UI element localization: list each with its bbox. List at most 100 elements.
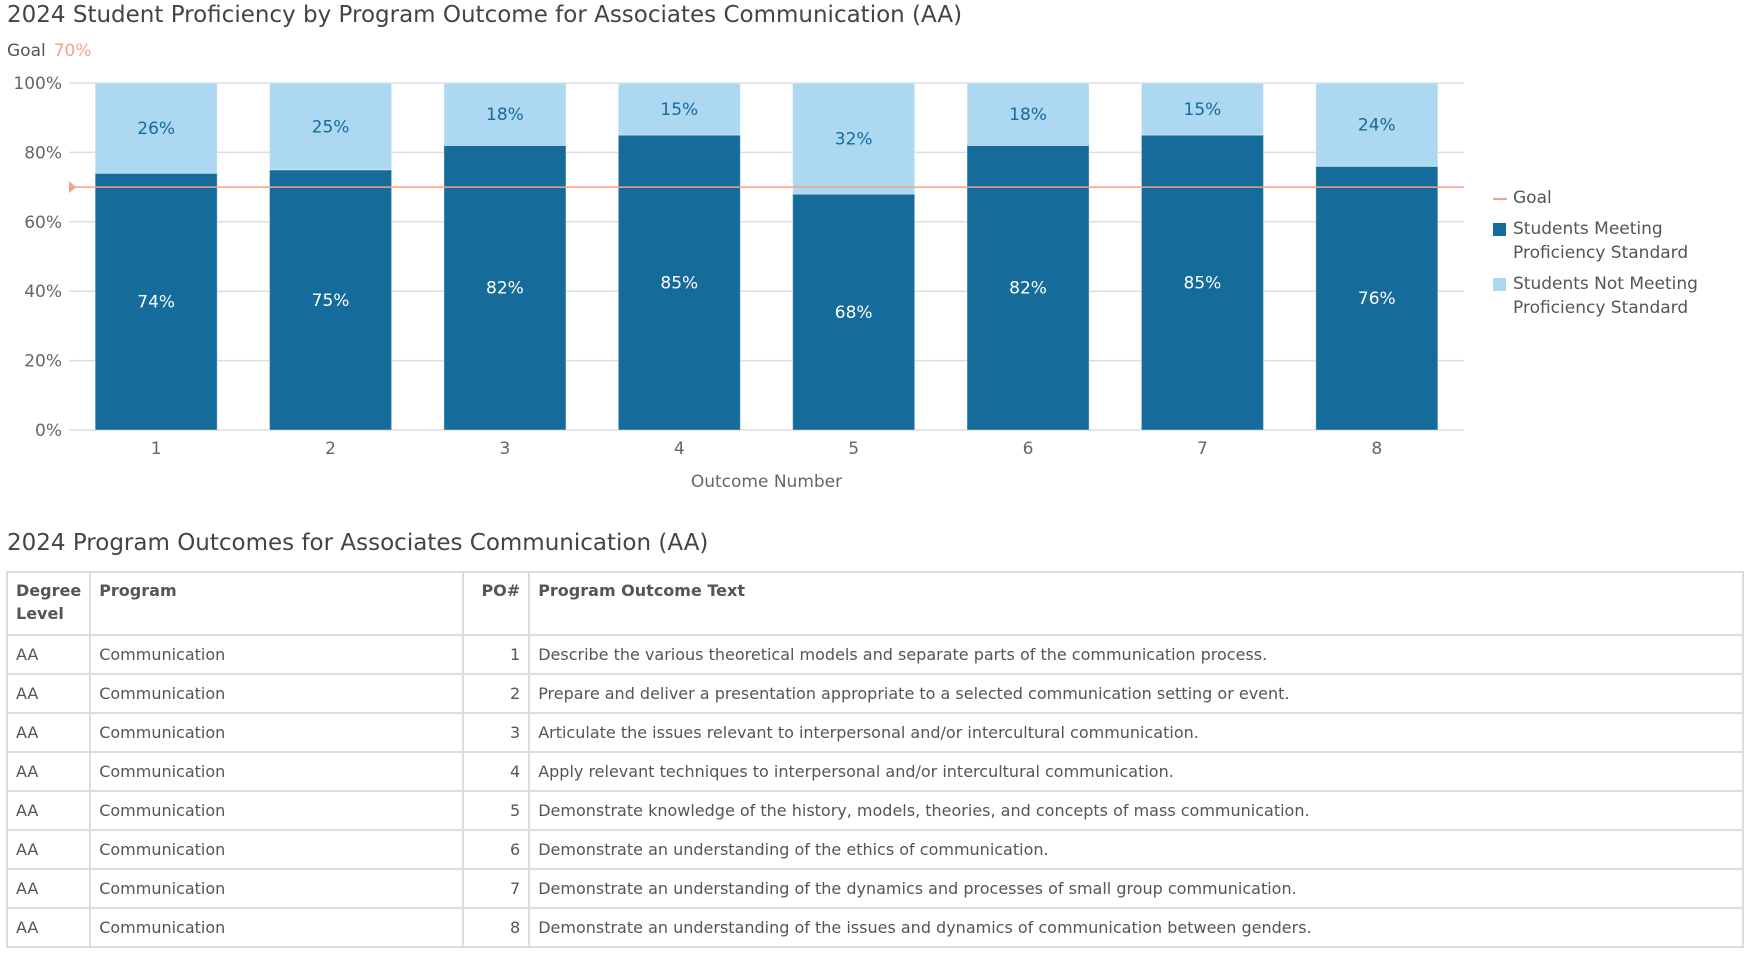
cell-po-number: 6 — [462, 829, 531, 870]
legend-item-not-meeting[interactable]: Students Not Meeting Proficiency Standar… — [1493, 272, 1723, 320]
header-degree-level: Degree Level — [5, 571, 92, 636]
bar-meeting — [443, 144, 567, 431]
cell-outcome-text: Demonstrate an understanding of the ethi… — [528, 829, 1744, 870]
data-label-meeting: 68% — [835, 303, 873, 323]
legend-item-meeting[interactable]: Students Meeting Proficiency Standard — [1493, 217, 1723, 265]
header-po-number: PO# — [462, 571, 531, 636]
data-label-meeting: 85% — [1184, 274, 1222, 294]
cell-program: Communication — [89, 673, 465, 714]
cell-program: Communication — [89, 712, 465, 753]
meeting-swatch — [1493, 223, 1506, 236]
bar-meeting — [269, 169, 393, 431]
cell-outcome-text: Demonstrate an understanding of the dyna… — [528, 868, 1744, 909]
x-tick-label: 2 — [325, 439, 336, 459]
cell-po-number: 2 — [462, 673, 531, 714]
x-tick-label: 6 — [1023, 439, 1034, 459]
data-label-meeting: 82% — [486, 279, 524, 299]
data-label-not-meeting: 15% — [660, 100, 698, 120]
goal-value: 70% — [53, 41, 92, 61]
bar-meeting — [792, 193, 916, 431]
legend-item-goal[interactable]: Goal — [1493, 186, 1723, 210]
x-tick-label: 4 — [674, 439, 685, 459]
x-axis-title: Outcome Number — [691, 472, 842, 492]
goal-line-swatch — [1493, 198, 1507, 200]
bar-meeting — [94, 172, 218, 431]
bar-meeting — [617, 134, 741, 431]
data-label-meeting: 82% — [1009, 279, 1047, 299]
bar-not-meeting — [966, 82, 1090, 146]
data-label-not-meeting: 24% — [1358, 116, 1396, 136]
data-label-meeting: 74% — [137, 293, 175, 313]
table-row: AA Communication 3 Articulate the issues re… — [5, 712, 1744, 753]
bar-not-meeting — [94, 82, 218, 174]
legend-label: Students Meeting Proficiency Standard — [1513, 219, 1689, 263]
cell-po-number: 4 — [462, 751, 531, 792]
cell-degree-level: AA — [5, 673, 92, 714]
cell-degree-level: AA — [5, 634, 92, 675]
table-row: AA Communication 7 Demonstrate an understan… — [5, 868, 1744, 909]
cell-degree-level: AA — [5, 712, 92, 753]
data-label-meeting: 75% — [312, 291, 350, 311]
data-label-not-meeting: 15% — [1184, 100, 1222, 120]
cell-po-number: 3 — [462, 712, 531, 753]
cell-po-number: 1 — [462, 634, 531, 675]
cell-program: Communication — [89, 751, 465, 792]
y-tick-label: 40% — [24, 282, 62, 302]
chart-title: 2024 Student Proficiency by Program Outc… — [7, 2, 963, 28]
cell-po-number: 7 — [462, 868, 531, 909]
x-tick-label: 8 — [1371, 439, 1382, 459]
cell-outcome-text: Prepare and deliver a presentation appro… — [528, 673, 1744, 714]
bar-meeting — [1315, 165, 1439, 431]
cell-outcome-text: Demonstrate knowledge of the history, mo… — [528, 790, 1744, 831]
table-header-row: Degree Level Program PO# Program Outcome… — [5, 571, 1744, 636]
cell-program: Communication — [89, 907, 465, 948]
table-row: AA Communication 1 Describe the various the… — [5, 634, 1744, 675]
x-tick-label: 7 — [1197, 439, 1208, 459]
bar-not-meeting — [443, 82, 567, 146]
cell-degree-level: AA — [5, 907, 92, 948]
cell-po-number: 8 — [462, 907, 531, 948]
bar-not-meeting — [617, 82, 741, 136]
table-row: AA Communication 5 Demonstrate knowledge of… — [5, 790, 1744, 831]
cell-degree-level: AA — [5, 790, 92, 831]
data-label-not-meeting: 25% — [312, 117, 350, 137]
bar-not-meeting — [1140, 82, 1264, 136]
legend-label: Students Not Meeting Proficiency Standar… — [1513, 274, 1698, 318]
data-label-meeting: 85% — [660, 274, 698, 294]
y-tick-label: 100% — [13, 74, 62, 94]
cell-outcome-text: Apply relevant techniques to interperson… — [528, 751, 1744, 792]
cell-outcome-text: Describe the various theoretical models … — [528, 634, 1744, 675]
cell-program: Communication — [89, 790, 465, 831]
goal-label: Goal — [7, 41, 46, 61]
cell-degree-level: AA — [5, 751, 92, 792]
y-tick-label: 20% — [24, 352, 62, 372]
data-label-not-meeting: 18% — [1009, 105, 1047, 125]
cell-program: Communication — [89, 829, 465, 870]
data-label-not-meeting: 26% — [137, 119, 175, 139]
y-tick-label: 80% — [24, 143, 62, 163]
bar-not-meeting — [1315, 82, 1439, 167]
table-title: 2024 Program Outcomes for Associates Com… — [7, 530, 709, 556]
x-tick-label: 1 — [151, 439, 162, 459]
bar-not-meeting — [792, 82, 916, 195]
data-label-meeting: 76% — [1358, 289, 1396, 309]
program-outcomes-table: Degree Level Program PO# Program Outcome… — [5, 571, 1744, 948]
table-row: AA Communication 8 Demonstrate an understan… — [5, 907, 1744, 948]
chart-legend: Goal Students Meeting Proficiency Standa… — [1493, 186, 1723, 327]
cell-degree-level: AA — [5, 868, 92, 909]
cell-po-number: 5 — [462, 790, 531, 831]
goal-marker-icon — [69, 181, 76, 194]
header-outcome-text: Program Outcome Text — [528, 571, 1744, 636]
table-row: AA Communication 6 Demonstrate an understan… — [5, 829, 1744, 870]
bar-not-meeting — [269, 82, 393, 171]
cell-degree-level: AA — [5, 829, 92, 870]
table-row: AA Communication 2 Prepare and deliver a pr… — [5, 673, 1744, 714]
cell-program: Communication — [89, 868, 465, 909]
proficiency-chart: 0% 20% 40% 60% 80% 100% 74% 26% 1 75% 25% 2 82% 18% 3 8… — [13, 74, 1464, 492]
y-tick-label: 60% — [24, 213, 62, 233]
bar-meeting — [966, 144, 1090, 431]
x-tick-label: 3 — [500, 439, 511, 459]
goal-summary: Goal 70% — [7, 41, 92, 61]
cell-program: Communication — [89, 634, 465, 675]
data-label-not-meeting: 18% — [486, 105, 524, 125]
